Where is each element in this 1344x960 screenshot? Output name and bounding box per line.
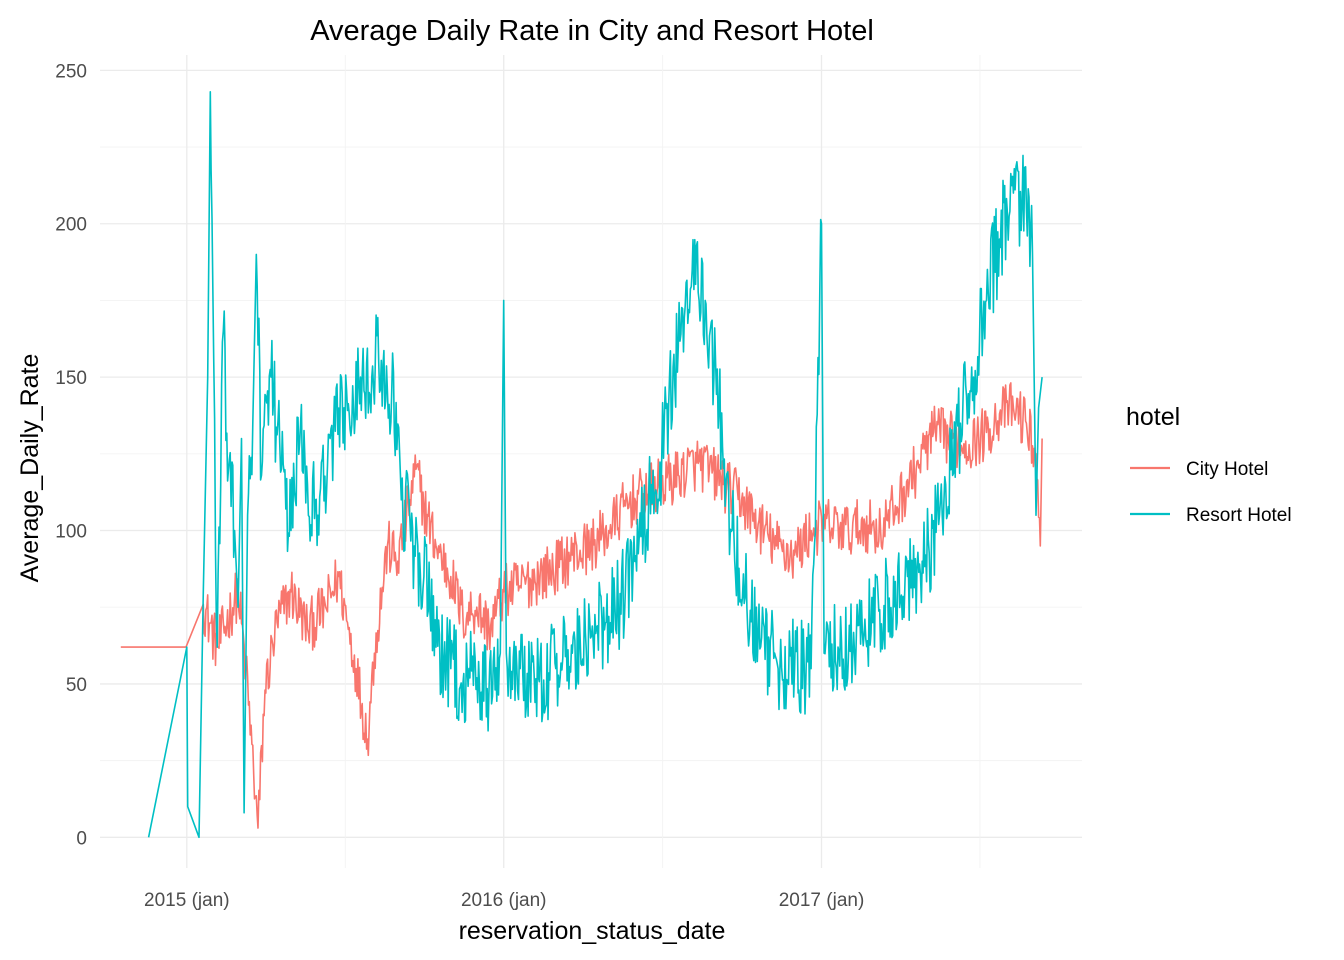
y-tick-label: 0 (76, 828, 87, 849)
chart-title: Average Daily Rate in City and Resort Ho… (310, 15, 874, 47)
legend-title: hotel (1126, 403, 1180, 431)
grid-lines (100, 55, 1082, 868)
series-line-city-hotel (120, 382, 1043, 829)
legend-label-city-hotel: City Hotel (1186, 459, 1268, 480)
y-axis-title: Average_Daily_Rate (16, 354, 44, 583)
x-tick-label: 2017 (jan) (779, 890, 865, 911)
legend: hotel City Hotel Resort Hotel (1126, 403, 1292, 526)
y-tick-label: 100 (55, 522, 87, 543)
y-tick-label: 150 (55, 368, 87, 389)
x-axis-title: reservation_status_date (459, 917, 726, 945)
y-tick-label: 250 (55, 61, 87, 82)
tick-labels: 0 50 100 150 200 250 2015 (jan) 2016 (jan) 2017 … (55, 61, 864, 911)
series-lines (120, 91, 1043, 839)
series-line-resort-hotel (147, 91, 1043, 839)
y-tick-label: 200 (55, 215, 87, 236)
x-tick-label: 2016 (jan) (461, 890, 547, 911)
y-tick-label: 50 (66, 675, 87, 696)
x-tick-label: 2015 (jan) (144, 890, 230, 911)
legend-label-resort-hotel: Resort Hotel (1186, 505, 1292, 526)
